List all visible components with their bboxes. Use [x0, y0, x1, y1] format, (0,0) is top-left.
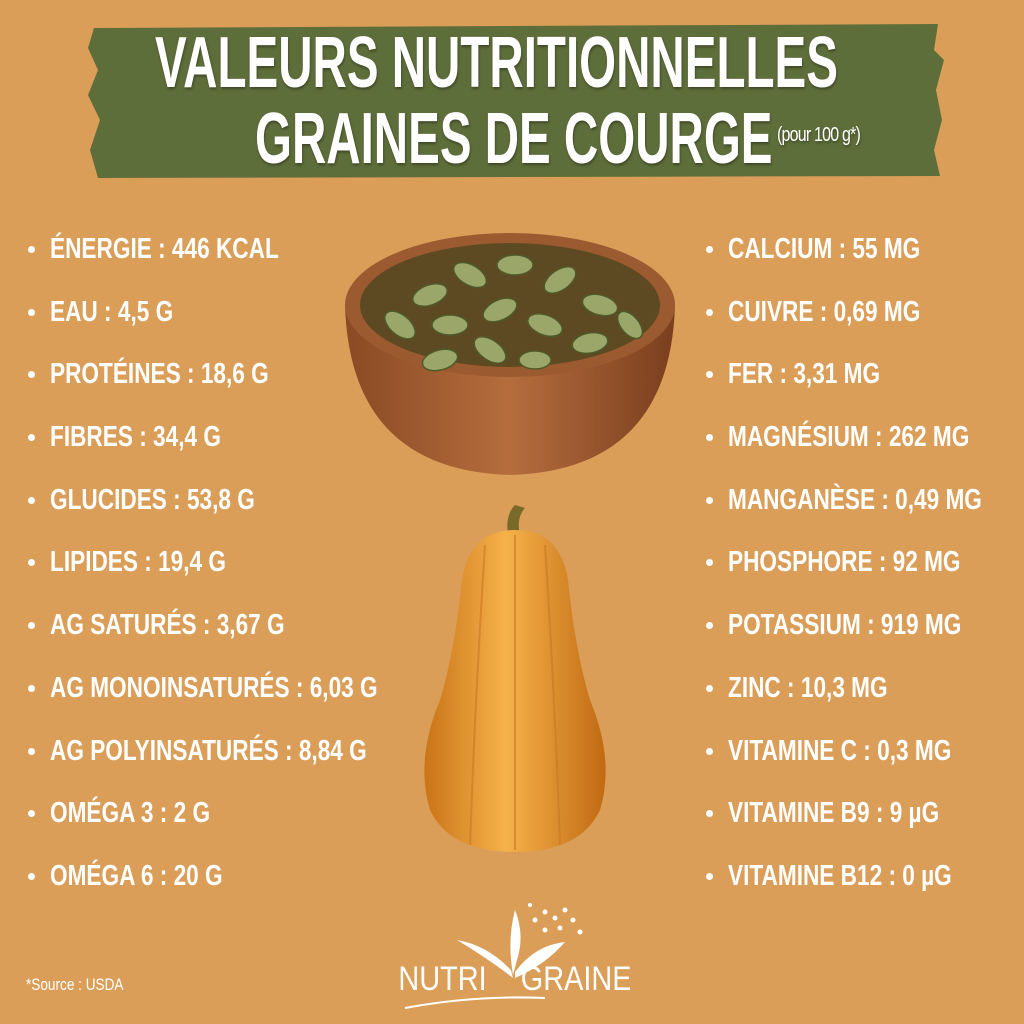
seed-bowl-image [345, 233, 675, 475]
bullet-icon [706, 684, 713, 692]
list-item: OMÉGA 6 : 20 G [28, 860, 470, 923]
item-label: PROTÉINES : 18,6 G [50, 358, 269, 391]
bullet-icon [28, 246, 35, 253]
title-line2: GRAINES DE COURGE [255, 99, 773, 179]
bullet-icon [706, 496, 713, 504]
list-item: FIBRES : 34,4 G [28, 421, 470, 484]
item-label: MAGNÉSIUM : 262 MG [728, 421, 970, 454]
bullet-icon [706, 246, 713, 253]
item-label: MANGANÈSE : 0,49 MG [728, 483, 982, 516]
svg-text:NUTRI: NUTRI [398, 959, 486, 998]
item-label: ÉNERGIE : 446 KCAL [50, 233, 279, 265]
title-line1: VALEURS NUTRITIONNELLES [155, 23, 838, 103]
item-label: LIPIDES : 19,4 G [50, 546, 226, 579]
macronutrient-list: ÉNERGIE : 446 KCAL EAU : 4,5 G PROTÉINES… [28, 233, 470, 923]
item-label: PHOSPHORE : 92 MG [728, 546, 961, 579]
item-label: CUIVRE : 0,69 MG [728, 295, 921, 328]
bullet-icon [28, 371, 35, 379]
item-label: CALCIUM : 55 MG [728, 233, 921, 265]
bullet-icon [28, 434, 35, 442]
list-item: CUIVRE : 0,69 MG [706, 296, 1024, 359]
bullet-icon [706, 434, 713, 442]
list-item: VITAMINE B9 : 9 µG [706, 797, 1024, 860]
list-item: CALCIUM : 55 MG [706, 233, 1024, 296]
item-label: POTASSIUM : 919 MG [728, 609, 962, 642]
list-item: FER : 3,31 MG [706, 358, 1024, 421]
list-item: AG MONOINSATURÉS : 6,03 G [28, 672, 470, 735]
item-label: AG POLYINSATURÉS : 8,84 G [50, 734, 367, 767]
list-item: PROTÉINES : 18,6 G [28, 358, 470, 421]
title-banner [88, 24, 944, 178]
svg-text:GRAINES: GRAINES [521, 959, 630, 998]
item-label: FIBRES : 34,4 G [50, 421, 221, 454]
list-item: OMÉGA 3 : 2 G [28, 797, 470, 860]
butternut-squash-image [424, 505, 606, 852]
list-item: VITAMINE C : 0,3 MG [706, 735, 1024, 798]
item-label: GLUCIDES : 53,8 G [50, 483, 255, 516]
bullet-icon [706, 622, 713, 630]
list-item: GLUCIDES : 53,8 G [28, 484, 470, 547]
bullet-icon [28, 684, 35, 692]
list-item: AG POLYINSATURÉS : 8,84 G [28, 735, 470, 798]
bullet-icon [28, 496, 35, 504]
bullet-icon [28, 747, 35, 755]
item-label: VITAMINE C : 0,3 MG [728, 734, 952, 767]
list-item: PHOSPHORE : 92 MG [706, 546, 1024, 609]
list-item: MANGANÈSE : 0,49 MG [706, 484, 1024, 547]
source-note: *Source : USDA [26, 975, 124, 994]
bullet-icon [706, 872, 713, 880]
item-label: VITAMINE B12 : 0 µG [728, 859, 952, 892]
item-label: OMÉGA 3 : 2 G [50, 797, 211, 830]
list-item: ZINC : 10,3 MG [706, 672, 1024, 735]
item-label: AG MONOINSATURÉS : 6,03 G [50, 671, 378, 704]
bullet-icon [706, 747, 713, 755]
bullet-icon [28, 308, 35, 316]
item-label: VITAMINE B9 : 9 µG [728, 797, 940, 830]
item-label: AG SATURÉS : 3,67 G [50, 609, 285, 642]
bullet-icon [28, 622, 35, 630]
item-label: ZINC : 10,3 MG [728, 671, 888, 704]
item-label: EAU : 4,5 G [50, 295, 174, 328]
bullet-icon [706, 810, 713, 818]
item-label: OMÉGA 6 : 20 G [50, 859, 223, 892]
bullet-icon [28, 559, 35, 567]
bullet-icon [28, 810, 35, 818]
list-item: EAU : 4,5 G [28, 296, 470, 359]
title-note: (pour 100 g*) [777, 124, 861, 146]
list-item: AG SATURÉS : 3,67 G [28, 609, 470, 672]
bullet-icon [706, 371, 713, 379]
list-item: ÉNERGIE : 446 KCAL [28, 233, 470, 296]
mineral-vitamin-list: CALCIUM : 55 MG CUIVRE : 0,69 MG FER : 3… [706, 233, 1024, 923]
list-item: LIPIDES : 19,4 G [28, 546, 470, 609]
list-item: VITAMINE B12 : 0 µG [706, 860, 1024, 923]
list-item: POTASSIUM : 919 MG [706, 609, 1024, 672]
item-label: FER : 3,31 MG [728, 358, 881, 391]
nutrigraines-logo: NUTRI GRAINES [398, 903, 630, 1009]
bullet-icon [706, 559, 713, 567]
bullet-icon [706, 308, 713, 316]
bullet-icon [28, 872, 35, 880]
list-item: MAGNÉSIUM : 262 MG [706, 421, 1024, 484]
